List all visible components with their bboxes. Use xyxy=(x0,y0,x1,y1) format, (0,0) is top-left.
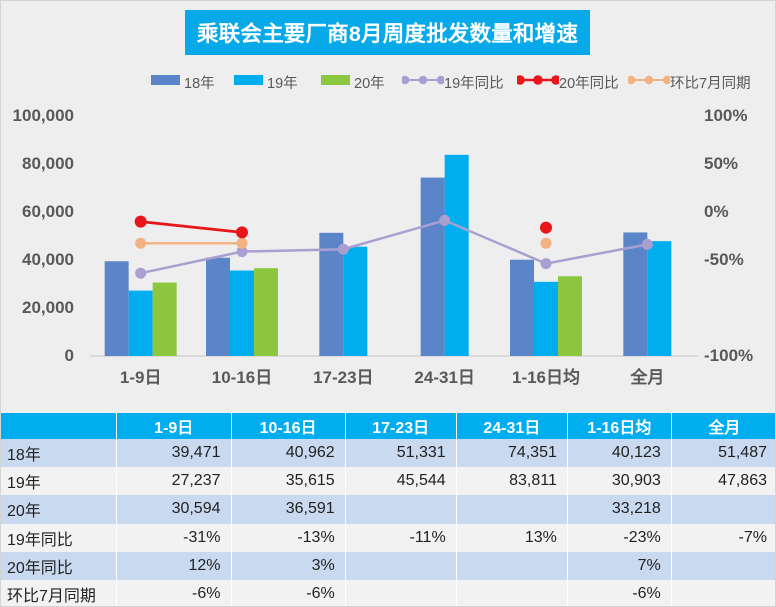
svg-text:-50%: -50% xyxy=(704,250,744,269)
svg-text:100,000: 100,000 xyxy=(13,106,74,125)
svg-text:50%: 50% xyxy=(704,154,738,173)
svg-text:60,000: 60,000 xyxy=(22,202,74,221)
svg-text:100%: 100% xyxy=(704,106,747,125)
svg-text:0: 0 xyxy=(65,346,74,365)
svg-text:全月: 全月 xyxy=(629,367,664,387)
svg-text:20,000: 20,000 xyxy=(22,298,74,317)
svg-text:40,000: 40,000 xyxy=(22,250,74,269)
svg-text:80,000: 80,000 xyxy=(22,154,74,173)
svg-text:24-31日: 24-31日 xyxy=(414,368,474,387)
svg-text:10-16日: 10-16日 xyxy=(212,368,272,387)
svg-text:17-23日: 17-23日 xyxy=(313,368,373,387)
svg-text:1-16日均: 1-16日均 xyxy=(512,367,580,387)
svg-text:-100%: -100% xyxy=(704,346,753,365)
svg-text:1-9日: 1-9日 xyxy=(120,368,162,387)
svg-text:0%: 0% xyxy=(704,202,729,221)
